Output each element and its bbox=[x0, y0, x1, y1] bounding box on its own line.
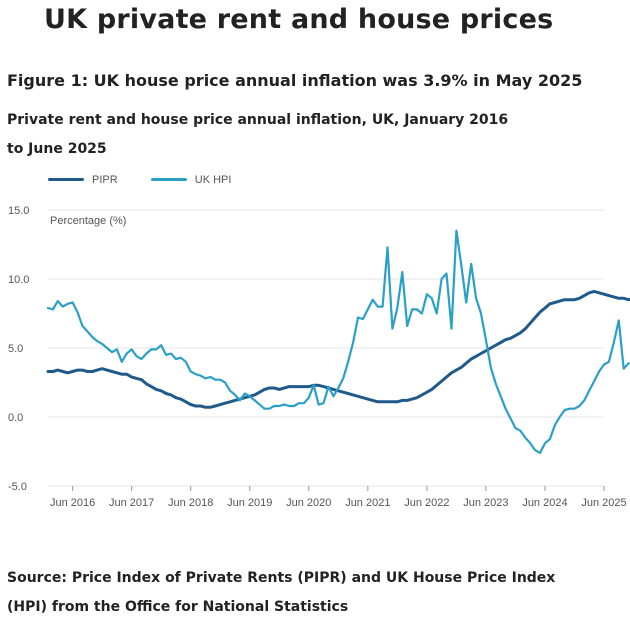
y-tick-label: 10.0 bbox=[8, 274, 29, 286]
y-tick-label: -5.0 bbox=[8, 481, 27, 493]
y-tick-label: 15.0 bbox=[8, 205, 29, 217]
series-line-hpi bbox=[46, 229, 630, 454]
y-tick-label: 5.0 bbox=[8, 343, 23, 355]
x-tick-label: Jun 2020 bbox=[286, 497, 331, 509]
x-tick-label: Jun 2021 bbox=[345, 497, 390, 509]
legend-swatch-hpi bbox=[150, 178, 187, 181]
series-line-pipr bbox=[46, 289, 630, 409]
legend-label-pipr: PIPR bbox=[92, 173, 118, 186]
x-tick-label: Jun 2025 bbox=[581, 497, 626, 509]
legend-item-hpi[interactable]: UK HPI bbox=[150, 173, 232, 186]
x-tick-label: Jun 2019 bbox=[227, 497, 272, 509]
x-tick-label: Jun 2022 bbox=[404, 497, 449, 509]
legend-item-pipr[interactable]: PIPR bbox=[48, 174, 118, 186]
x-tick-label: Jun 2018 bbox=[168, 497, 213, 509]
source-note: Source: Price Index of Private Rents (PI… bbox=[7, 570, 556, 615]
x-tick-label: Jun 2023 bbox=[463, 497, 508, 509]
legend-label-hpi: UK HPI bbox=[194, 173, 232, 186]
figure-title: Figure 1: UK house price annual inflatio… bbox=[7, 71, 583, 90]
legend-swatch-pipr bbox=[48, 178, 84, 181]
x-tick-label: Jun 2016 bbox=[50, 497, 95, 509]
y-tick-label: 0.0 bbox=[8, 412, 23, 424]
x-tick-label: Jun 2024 bbox=[522, 497, 567, 509]
y-axis-label: Percentage (%) bbox=[50, 215, 126, 227]
line-chart: 15.0 10.0 5.0 0.0 -5.0 Percentage (%) Jun 2016… bbox=[8, 205, 630, 509]
x-tick-label: Jun 2017 bbox=[109, 497, 154, 509]
page-title: UK private rent and house prices bbox=[44, 4, 554, 35]
chart-legend: PIPR UK HPI bbox=[48, 172, 261, 186]
figure-subtitle: Private rent and house price annual infl… bbox=[7, 112, 509, 157]
